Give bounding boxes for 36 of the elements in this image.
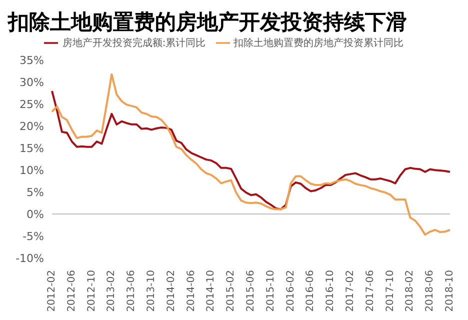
x-tick-label: 2017-02 [345, 270, 356, 312]
line-series [51, 73, 451, 236]
y-tick-label: 0% [26, 208, 44, 221]
x-tick-label: 2017-10 [384, 270, 396, 312]
x-tick-label: 2018-06 [424, 270, 436, 312]
x-tick-label: 2013-10 [146, 270, 157, 312]
x-tick-label: 2018-02 [404, 270, 416, 312]
x-tick-label: 2012-06 [66, 270, 78, 312]
y-tick-label: 20% [20, 120, 44, 134]
legend-label: 扣除土地购置费的房地产投资累计同比 [234, 38, 404, 49]
x-tick-label: 2015-06 [246, 270, 256, 312]
x-tick-label: 2016-10 [325, 270, 336, 312]
y-tick-label: 5% [26, 186, 44, 199]
y-tick-label: -5% [22, 230, 44, 243]
x-tick-label: 2012-02 [46, 270, 58, 312]
x-tick-label: 2018-10 [444, 270, 456, 312]
y-tick-label: 30% [20, 76, 44, 90]
x-tick-label: 2014-10 [206, 270, 217, 312]
y-tick-label: 35% [20, 54, 44, 68]
x-tick-label: 2013-06 [126, 270, 138, 312]
x-tick-label: 2017-06 [364, 270, 376, 312]
x-tick-label: 2012-10 [86, 270, 98, 312]
x-tick-label: 2016-02 [285, 270, 296, 312]
y-tick-label: -10% [16, 252, 44, 265]
x-tick-label: 2015-10 [265, 270, 276, 312]
x-tick-label: 2014-02 [166, 270, 177, 312]
x-tick-label: 2015-02 [226, 270, 237, 312]
line-series [51, 90, 451, 210]
x-tick-label: 2014-06 [186, 270, 197, 312]
legend-label: 房地产开发投资完成额:累计同比 [62, 38, 206, 49]
x-tick-label: 2013-02 [106, 270, 118, 312]
x-tick-label: 2016-06 [305, 270, 316, 312]
chart-title: 扣除土地购置费的房地产开发投资持续下滑 [8, 9, 408, 36]
y-tick-label: 25% [20, 98, 44, 112]
y-tick-label: 10% [20, 164, 44, 178]
y-tick-label: 15% [20, 142, 44, 156]
